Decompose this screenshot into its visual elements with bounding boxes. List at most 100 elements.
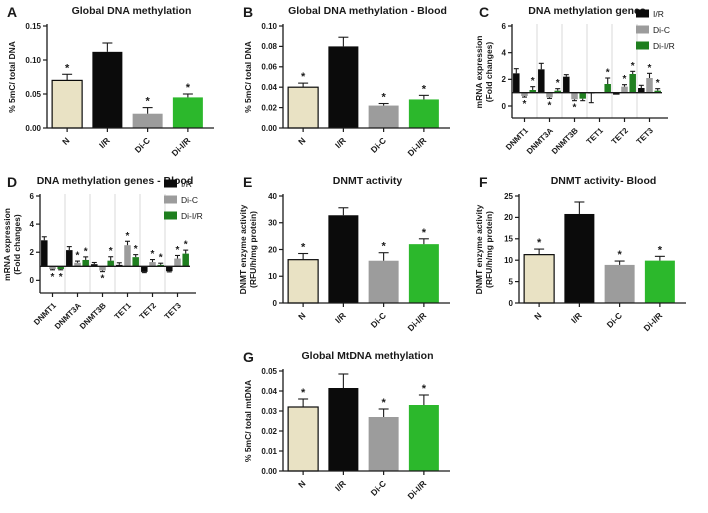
svg-text:Di-C: Di-C (369, 135, 388, 154)
svg-text:6: 6 (502, 22, 507, 31)
svg-text:0.00: 0.00 (25, 124, 41, 133)
svg-text:*: * (76, 251, 80, 262)
svg-text:TET3: TET3 (635, 126, 656, 147)
chart-F: F DNMT activity- Blood * N I/R * Di-C * Di-I/R 0 5… (474, 174, 686, 333)
svg-text:*: * (51, 272, 55, 283)
svg-text:I/R: I/R (97, 135, 112, 150)
svg-text:*: * (631, 61, 635, 72)
svg-text:0.08: 0.08 (261, 42, 277, 51)
svg-text:5: 5 (509, 277, 514, 286)
svg-text:B: B (243, 4, 253, 20)
svg-text:N: N (296, 135, 307, 146)
svg-text:15: 15 (504, 235, 513, 244)
svg-text:*: * (159, 253, 163, 264)
svg-text:0.02: 0.02 (261, 103, 277, 112)
svg-text:0.06: 0.06 (261, 63, 277, 72)
svg-text:0.04: 0.04 (261, 387, 277, 396)
svg-text:*: * (84, 246, 88, 257)
panel-b-global-dna-methylation-blood: B Global DNA methylation - Blood * N I/R * Di-… (236, 0, 472, 170)
svg-text:DNMT activity- Blood: DNMT activity- Blood (551, 175, 657, 187)
svg-text:2: 2 (502, 75, 507, 84)
svg-text:I/R: I/R (333, 478, 348, 493)
svg-text:Global DNA methylation - Blood: Global DNA methylation - Blood (288, 5, 447, 17)
svg-text:Di-C: Di-C (369, 478, 388, 497)
svg-text:Di-C: Di-C (181, 195, 198, 205)
svg-text:*: * (134, 244, 138, 255)
svg-text:10: 10 (504, 256, 513, 265)
svg-text:*: * (422, 383, 427, 395)
svg-text:25: 25 (504, 192, 513, 201)
svg-text:I/R: I/R (181, 179, 192, 189)
svg-text:6: 6 (30, 192, 35, 201)
svg-text:TET2: TET2 (138, 301, 159, 322)
svg-text:*: * (656, 78, 660, 89)
svg-text:A: A (7, 4, 17, 20)
svg-text:DNMT activity: DNMT activity (333, 175, 403, 187)
svg-text:% 5mC/ total DNA: % 5mC/ total DNA (7, 41, 17, 113)
svg-text:0.04: 0.04 (261, 83, 277, 92)
svg-text:4: 4 (30, 220, 35, 229)
svg-text:DNMT enzyme activity: DNMT enzyme activity (238, 204, 248, 294)
svg-text:I/R: I/R (333, 135, 348, 150)
svg-text:*: * (548, 100, 552, 111)
panel-f-dnmt-activity-blood: F DNMT activity- Blood * N I/R * Di-C * Di-I/R 0 5… (472, 170, 708, 345)
svg-text:*: * (126, 231, 130, 242)
svg-text:*: * (381, 92, 386, 104)
svg-text:*: * (101, 274, 105, 285)
svg-text:Di-I/R: Di-I/R (653, 41, 675, 51)
svg-text:E: E (243, 174, 252, 190)
svg-text:0.02: 0.02 (261, 427, 277, 436)
svg-text:TET2: TET2 (610, 126, 631, 147)
svg-text:Di-I/R: Di-I/R (406, 310, 429, 333)
svg-text:0.10: 0.10 (261, 22, 277, 31)
svg-text:*: * (145, 96, 150, 108)
svg-text:0: 0 (502, 102, 507, 111)
svg-text:DNMT enzyme activity: DNMT enzyme activity (474, 204, 484, 294)
svg-text:*: * (184, 240, 188, 251)
panel-c-dna-methylation-genes: C DNA methylation genes * * DNMT1 * * DNMT3A * DN… (472, 0, 708, 170)
svg-text:D: D (7, 174, 17, 190)
svg-text:Global MtDNA methylation: Global MtDNA methylation (301, 350, 433, 362)
svg-text:Di-I/R: Di-I/R (170, 135, 193, 158)
svg-text:40: 40 (268, 192, 277, 201)
svg-text:0: 0 (273, 299, 278, 308)
svg-text:*: * (648, 63, 652, 74)
svg-text:20: 20 (268, 245, 277, 254)
svg-text:(Fold changes): (Fold changes) (12, 214, 22, 275)
svg-text:N: N (296, 478, 307, 489)
svg-text:*: * (531, 76, 535, 87)
svg-text:0.00: 0.00 (261, 467, 277, 476)
svg-text:Global DNA methylation: Global DNA methylation (72, 5, 192, 17)
svg-text:*: * (422, 227, 427, 239)
svg-text:*: * (556, 78, 560, 89)
svg-text:*: * (176, 245, 180, 256)
svg-text:mRNA expression: mRNA expression (2, 208, 12, 281)
svg-text:*: * (422, 83, 427, 95)
svg-text:(RFU/h/mg protein): (RFU/h/mg protein) (484, 211, 494, 288)
svg-text:Di-C: Di-C (369, 310, 388, 329)
svg-text:*: * (573, 103, 577, 114)
svg-text:(RFU/h/mg protein): (RFU/h/mg protein) (248, 211, 258, 288)
svg-text:*: * (658, 244, 663, 256)
svg-text:20: 20 (504, 213, 513, 222)
panel-d-dna-methylation-genes-blood: D DNA methylation genes - Blood * * DNMT1 * * D… (0, 170, 236, 345)
svg-text:*: * (301, 71, 306, 83)
svg-text:mRNA expression: mRNA expression (474, 36, 484, 109)
svg-text:0.05: 0.05 (25, 90, 41, 99)
svg-text:DNA methylation genes - Blood: DNA methylation genes - Blood (37, 175, 194, 187)
svg-text:*: * (186, 82, 191, 94)
svg-text:Di-C: Di-C (653, 25, 670, 35)
svg-text:DNMT3B: DNMT3B (550, 126, 580, 156)
svg-text:2: 2 (30, 248, 35, 257)
chart-C: C DNA methylation genes**DNMT1**DNMT3A*DN… (474, 4, 675, 156)
svg-text:*: * (523, 99, 527, 110)
svg-text:TET1: TET1 (585, 126, 606, 147)
chart-D: D DNA methylation genes - Blood* *DNMT1* *D… (2, 174, 203, 331)
chart-B: B Global DNA methylation - Blood * N I/R * Di-… (243, 4, 450, 158)
svg-text:30: 30 (268, 219, 277, 228)
svg-text:(Fold changes): (Fold changes) (484, 42, 494, 103)
svg-text:DNA methylation genes: DNA methylation genes (528, 5, 646, 17)
chart-E: E DNMT activity * N I/R * Di-C * Di-I/R 0 10 20 30 40… (238, 174, 450, 333)
svg-text:Di-I/R: Di-I/R (406, 478, 429, 501)
svg-text:N: N (60, 135, 71, 146)
